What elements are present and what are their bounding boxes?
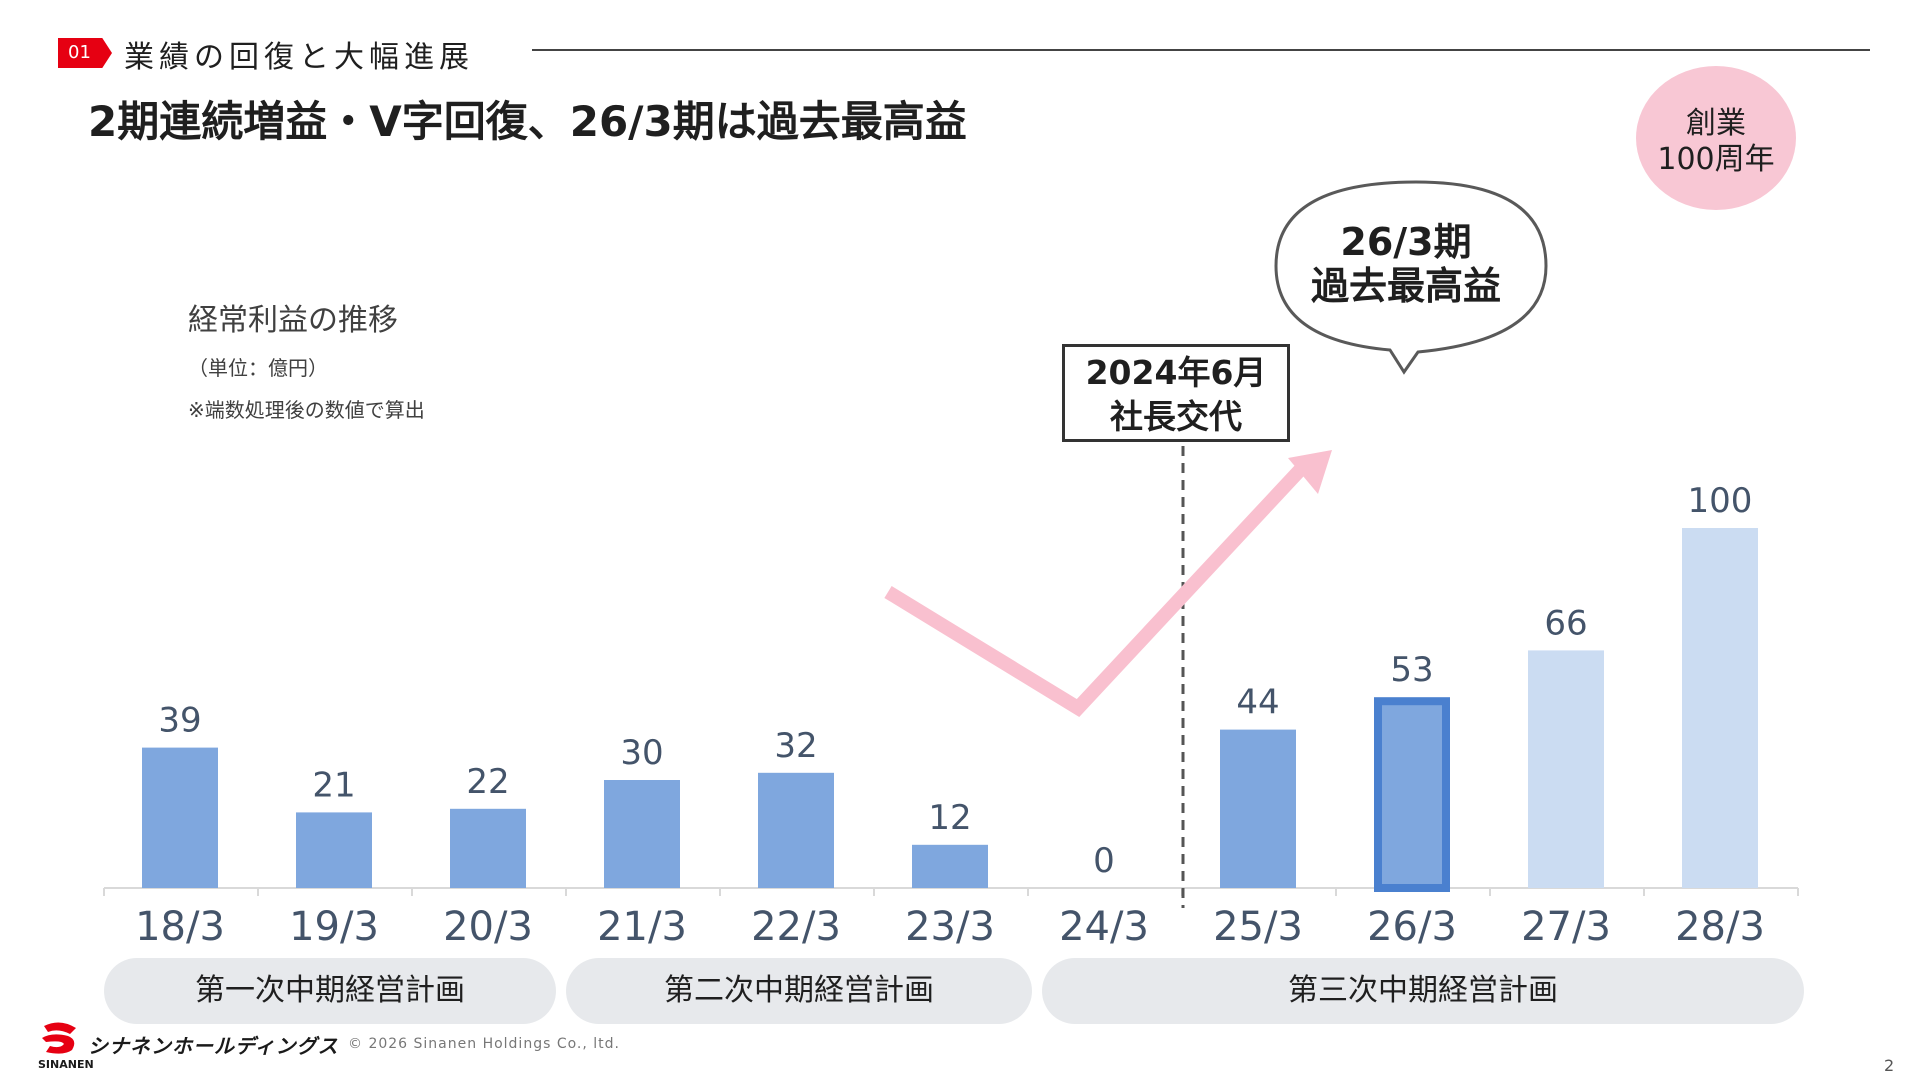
- value-label: 100: [1688, 481, 1753, 521]
- value-label: 22: [466, 762, 509, 802]
- ceo-change-date: 2024年6月: [1085, 353, 1267, 392]
- bar-27-3: [1528, 650, 1604, 888]
- v-recovery-arrowhead: [1288, 450, 1332, 494]
- copyright: © 2026 Sinanen Holdings Co., ltd.: [348, 1036, 620, 1052]
- record-period: 26/3期: [1340, 220, 1472, 264]
- value-label: 21: [312, 765, 355, 805]
- bar-19-3: [296, 812, 372, 888]
- category-label: 18/3: [135, 904, 225, 950]
- ceo-change-label: 社長交代: [1110, 397, 1242, 436]
- record-profit-callout-text: 26/3期 過去最高益: [1276, 220, 1536, 308]
- anniversary-line-2: 100周年: [1657, 142, 1775, 177]
- bar-22-3: [758, 772, 834, 888]
- plan-2-pill: 第二次中期経営計画: [566, 958, 1032, 1024]
- chart-title: 経常利益の推移: [188, 303, 398, 338]
- category-label: 19/3: [289, 904, 379, 950]
- value-label: 12: [928, 798, 971, 838]
- anniversary-line-1: 創業: [1686, 106, 1746, 141]
- category-label: 25/3: [1213, 904, 1303, 950]
- category-label: 24/3: [1059, 904, 1149, 950]
- bar-18-3: [142, 747, 218, 888]
- value-label: 0: [1093, 841, 1115, 881]
- page-number: 2: [1884, 1056, 1895, 1075]
- value-label: 39: [158, 701, 201, 741]
- bar-26-3: [1374, 697, 1450, 893]
- record-label: 過去最高益: [1310, 264, 1501, 308]
- plan-3-pill: 第三次中期経営計画: [1042, 958, 1804, 1024]
- bar-28-3: [1682, 528, 1758, 888]
- value-label: 30: [620, 733, 663, 773]
- value-label: 53: [1390, 650, 1433, 690]
- bar-25-3: [1220, 729, 1296, 888]
- category-label: 21/3: [597, 904, 687, 950]
- bar-23-3: [912, 844, 988, 888]
- calculation-note: ※端数処理後の数値で算出: [188, 398, 425, 422]
- ceo-change-callout: 2024年6月 社長交代: [1062, 344, 1290, 442]
- plan-1-pill: 第一次中期経営計画: [104, 958, 556, 1024]
- sinanen-logo-icon: [42, 1022, 76, 1054]
- value-label: 44: [1236, 683, 1279, 723]
- company-name: シナネンホールディングス: [88, 1034, 339, 1058]
- bar-21-3: [604, 780, 680, 888]
- unit-note: （単位：億円）: [188, 356, 328, 380]
- category-label: 26/3: [1367, 904, 1457, 950]
- value-label: 32: [774, 726, 817, 766]
- bar-20-3: [450, 808, 526, 888]
- category-label: 20/3: [443, 904, 533, 950]
- category-label: 28/3: [1675, 904, 1765, 950]
- company-sub: SINANEN: [38, 1058, 94, 1071]
- v-recovery-arrow: [884, 465, 1306, 717]
- value-label: 66: [1544, 603, 1587, 643]
- section-title: 業績の回復と大幅進展: [124, 40, 474, 75]
- page-headline: 2期連続増益・V字回復、26/3期は過去最高益: [88, 97, 967, 146]
- header-divider: [532, 49, 1870, 51]
- category-label: 23/3: [905, 904, 995, 950]
- category-label: 27/3: [1521, 904, 1611, 950]
- record-speech-bubble: [1274, 180, 1548, 375]
- section-number-badge: 01: [58, 38, 112, 68]
- category-label: 22/3: [751, 904, 841, 950]
- anniversary-badge: 創業 100周年: [1636, 66, 1796, 210]
